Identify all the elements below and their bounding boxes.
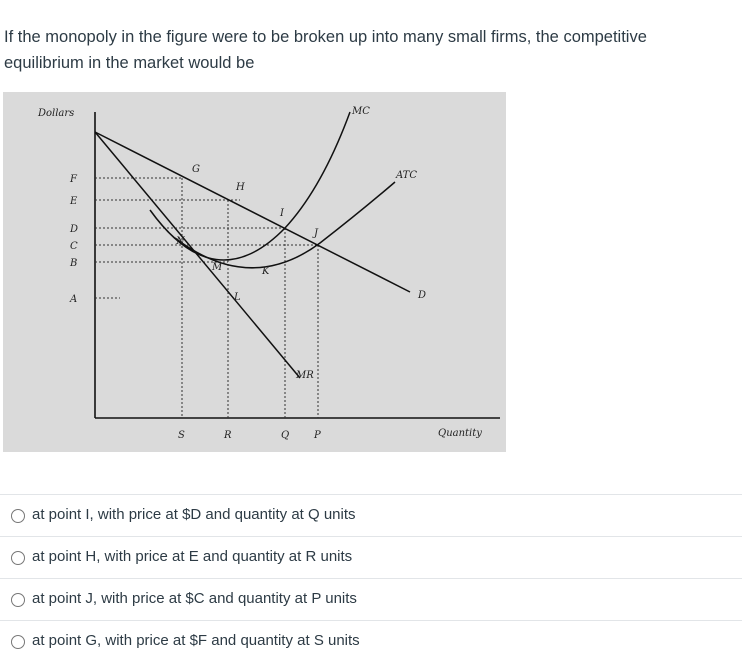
radio[interactable] — [11, 551, 25, 565]
point-label: L — [233, 292, 241, 303]
point-label: K — [261, 266, 270, 277]
price-label: E — [69, 196, 78, 207]
option[interactable]: at point H, with price at E and quantity… — [0, 536, 742, 579]
axes — [94, 112, 500, 419]
x-axis-label: Quantity — [438, 428, 482, 439]
price-label: D — [69, 224, 78, 235]
option-text: at point H, with price at E and quantity… — [32, 548, 353, 565]
price-label: B — [69, 258, 77, 269]
quantity-label: S — [178, 430, 185, 441]
curve-label: D — [417, 290, 426, 301]
price-label: F — [69, 174, 78, 185]
demand — [94, 131, 411, 293]
y-axis-label: Dollars — [37, 108, 74, 119]
point-label: N — [175, 236, 186, 247]
point-label: H — [235, 182, 245, 193]
option[interactable]: at point I, with price at $D and quantit… — [0, 494, 742, 537]
quantity-label: Q — [281, 430, 289, 441]
figure: Dollars Quantity F E D C B A S R Q P MC … — [3, 92, 506, 452]
marginal-revenue — [94, 131, 301, 379]
question: If the monopoly in the figure were to be… — [4, 28, 647, 72]
radio[interactable] — [11, 509, 25, 523]
point-label: G — [192, 164, 200, 175]
option-text: at point J, with price at $C and quantit… — [32, 590, 357, 607]
radio[interactable] — [11, 635, 25, 649]
atc — [174, 181, 396, 269]
curves — [94, 111, 411, 379]
price-label: C — [70, 241, 78, 252]
radio[interactable] — [11, 593, 25, 607]
figure-bg — [3, 92, 506, 452]
option[interactable]: at point J, with price at $C and quantit… — [0, 578, 742, 621]
point-label: M — [211, 262, 223, 273]
guides — [95, 177, 319, 418]
price-label: A — [69, 294, 77, 305]
option-text: at point G, with price at $F and quantit… — [32, 632, 360, 649]
quantity-label: R — [223, 430, 232, 441]
option-text: at point I, with price at $D and quantit… — [32, 506, 356, 523]
mc — [149, 111, 351, 261]
point-label: J — [312, 228, 319, 239]
option[interactable]: at point G, with price at $F and quantit… — [0, 620, 742, 663]
curve-label: ATC — [395, 170, 417, 181]
curve-label: MC — [351, 106, 370, 117]
point-label: I — [279, 208, 285, 219]
curve-label: MR — [295, 370, 314, 381]
quantity-label: P — [313, 430, 321, 441]
